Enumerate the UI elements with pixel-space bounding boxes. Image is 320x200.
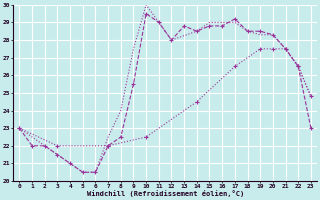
X-axis label: Windchill (Refroidissement éolien,°C): Windchill (Refroidissement éolien,°C) <box>86 190 244 197</box>
